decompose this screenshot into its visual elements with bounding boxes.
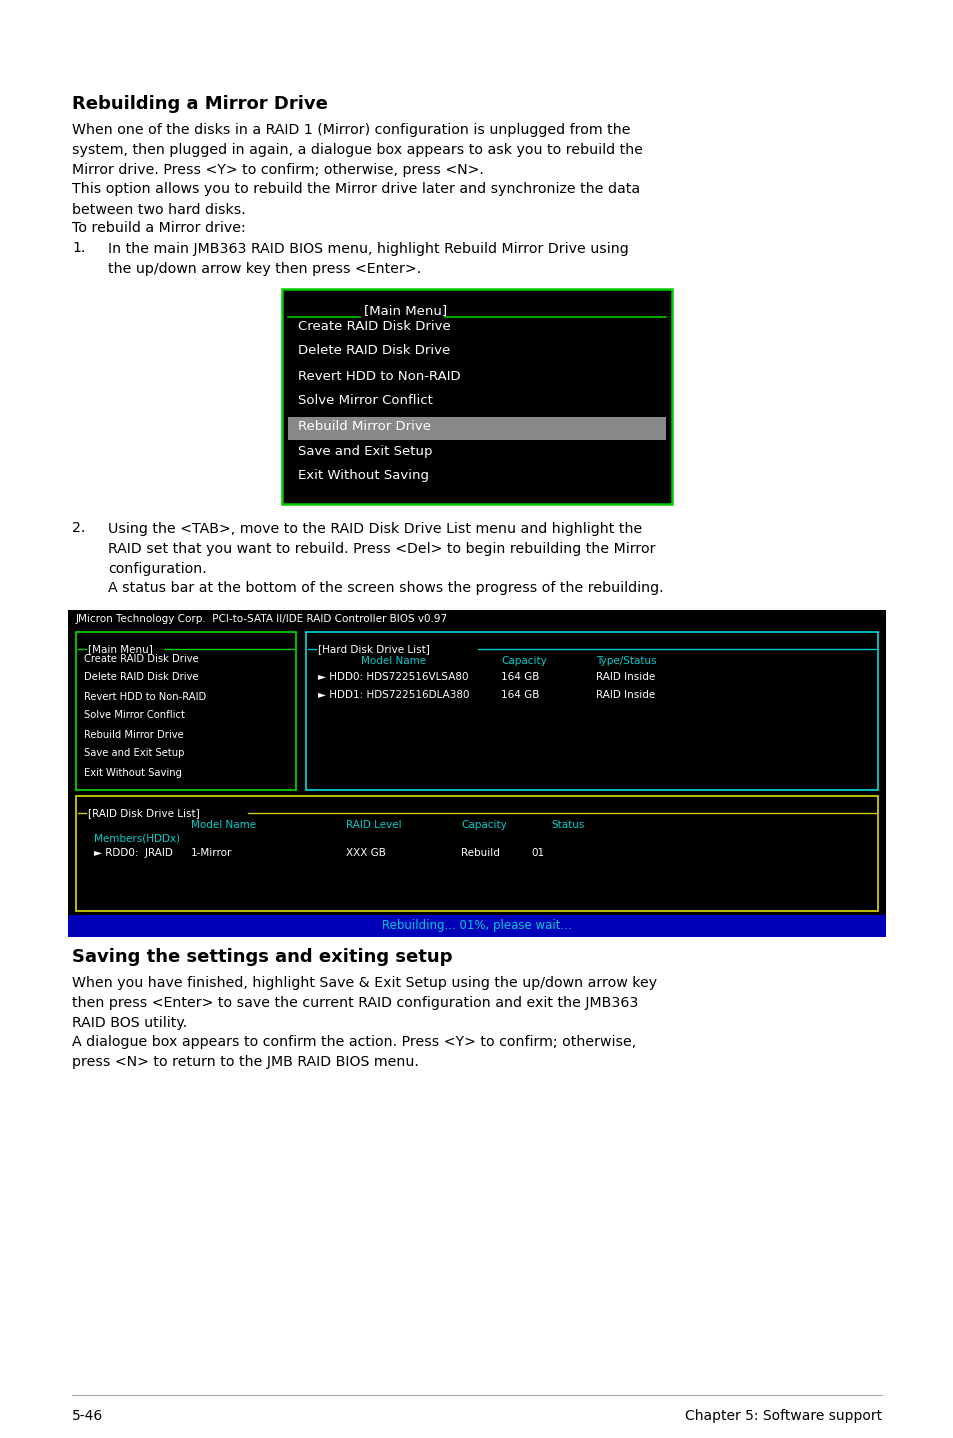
Text: ► HDD0: HDS722516VLSA80: ► HDD0: HDS722516VLSA80 bbox=[317, 672, 468, 682]
Bar bbox=[288, 417, 665, 440]
Bar bbox=[282, 289, 671, 503]
Text: [Main Menu]: [Main Menu] bbox=[364, 305, 447, 318]
Text: Capacity: Capacity bbox=[500, 656, 546, 666]
Text: [Main Menu]: [Main Menu] bbox=[88, 644, 152, 654]
Text: 1-Mirror: 1-Mirror bbox=[191, 847, 233, 857]
Text: When one of the disks in a RAID 1 (Mirror) configuration is unplugged from the
s: When one of the disks in a RAID 1 (Mirro… bbox=[71, 124, 642, 177]
Text: Rebuild: Rebuild bbox=[460, 847, 499, 857]
Text: ► HDD1: HDS722516DLA380: ► HDD1: HDS722516DLA380 bbox=[317, 689, 469, 699]
Text: Status: Status bbox=[551, 820, 584, 830]
Text: Solve Mirror Conflict: Solve Mirror Conflict bbox=[297, 394, 433, 407]
Text: This option allows you to rebuild the Mirror drive later and synchronize the dat: This option allows you to rebuild the Mi… bbox=[71, 183, 639, 217]
Text: [Hard Disk Drive List]: [Hard Disk Drive List] bbox=[317, 644, 430, 654]
Text: Model Name: Model Name bbox=[360, 656, 426, 666]
Text: Solve Mirror Conflict: Solve Mirror Conflict bbox=[84, 710, 185, 720]
Text: When you have finished, highlight Save & Exit Setup using the up/down arrow key
: When you have finished, highlight Save &… bbox=[71, 975, 657, 1030]
Text: Rebuilding a Mirror Drive: Rebuilding a Mirror Drive bbox=[71, 95, 328, 114]
Text: Create RAID Disk Drive: Create RAID Disk Drive bbox=[84, 653, 198, 663]
Bar bbox=[306, 631, 877, 789]
Text: RAID Level: RAID Level bbox=[346, 820, 401, 830]
Text: Exit Without Saving: Exit Without Saving bbox=[84, 768, 182, 778]
Text: Capacity: Capacity bbox=[460, 820, 506, 830]
Text: Exit Without Saving: Exit Without Saving bbox=[297, 469, 429, 483]
Bar bbox=[282, 289, 671, 503]
Text: XXX GB: XXX GB bbox=[346, 847, 385, 857]
Text: 1.: 1. bbox=[71, 242, 85, 256]
Text: Saving the settings and exiting setup: Saving the settings and exiting setup bbox=[71, 948, 452, 965]
Text: [RAID Disk Drive List]: [RAID Disk Drive List] bbox=[88, 808, 199, 818]
Bar bbox=[76, 795, 877, 910]
Text: RAID Inside: RAID Inside bbox=[596, 672, 655, 682]
Text: 5-46: 5-46 bbox=[71, 1409, 103, 1424]
Text: Using the <TAB>, move to the RAID Disk Drive List menu and highlight the
RAID se: Using the <TAB>, move to the RAID Disk D… bbox=[108, 522, 655, 575]
Bar bbox=[76, 631, 295, 789]
Text: Revert HDD to Non-RAID: Revert HDD to Non-RAID bbox=[297, 370, 460, 383]
Bar bbox=[68, 610, 885, 929]
Text: 2.: 2. bbox=[71, 522, 85, 535]
Text: Members(HDDx): Members(HDDx) bbox=[94, 834, 180, 844]
Text: A dialogue box appears to confirm the action. Press <Y> to confirm; otherwise,
p: A dialogue box appears to confirm the ac… bbox=[71, 1035, 636, 1068]
Text: Create RAID Disk Drive: Create RAID Disk Drive bbox=[297, 319, 450, 332]
Text: Rebuilding... 01%, please wait...: Rebuilding... 01%, please wait... bbox=[382, 919, 571, 932]
Text: Delete RAID Disk Drive: Delete RAID Disk Drive bbox=[297, 345, 450, 358]
Text: JMicron Technology Corp.  PCI-to-SATA II/IDE RAID Controller BIOS v0.97: JMicron Technology Corp. PCI-to-SATA II/… bbox=[76, 614, 448, 624]
Text: Rebuild Mirror Drive: Rebuild Mirror Drive bbox=[297, 420, 431, 433]
Text: Rebuild Mirror Drive: Rebuild Mirror Drive bbox=[84, 729, 184, 739]
Text: Model Name: Model Name bbox=[191, 820, 255, 830]
Text: RAID Inside: RAID Inside bbox=[596, 689, 655, 699]
Text: 01: 01 bbox=[531, 847, 543, 857]
Text: 164 GB: 164 GB bbox=[500, 689, 538, 699]
Bar bbox=[68, 915, 885, 936]
Text: ► RDD0:  JRAID: ► RDD0: JRAID bbox=[94, 847, 172, 857]
Text: Type/Status: Type/Status bbox=[596, 656, 656, 666]
Text: Delete RAID Disk Drive: Delete RAID Disk Drive bbox=[84, 673, 198, 683]
Text: To rebuild a Mirror drive:: To rebuild a Mirror drive: bbox=[71, 221, 246, 236]
Text: Save and Exit Setup: Save and Exit Setup bbox=[297, 444, 432, 457]
Text: 164 GB: 164 GB bbox=[500, 672, 538, 682]
Text: Revert HDD to Non-RAID: Revert HDD to Non-RAID bbox=[84, 692, 206, 702]
Text: Save and Exit Setup: Save and Exit Setup bbox=[84, 749, 184, 758]
Text: Chapter 5: Software support: Chapter 5: Software support bbox=[684, 1409, 882, 1424]
Text: A status bar at the bottom of the screen shows the progress of the rebuilding.: A status bar at the bottom of the screen… bbox=[108, 581, 663, 595]
Text: In the main JMB363 RAID BIOS menu, highlight Rebuild Mirror Drive using
the up/d: In the main JMB363 RAID BIOS menu, highl… bbox=[108, 242, 628, 276]
